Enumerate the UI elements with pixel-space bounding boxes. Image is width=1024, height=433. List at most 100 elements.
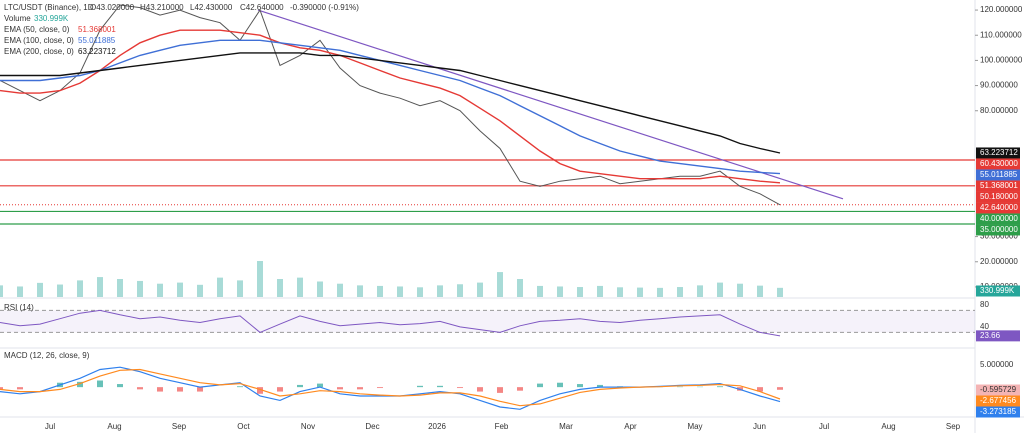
value-box bbox=[976, 406, 1020, 418]
volume-bar bbox=[717, 282, 723, 297]
histogram-bar bbox=[0, 387, 3, 390]
signal-line bbox=[0, 368, 781, 407]
y-tick-label: 120.000000 bbox=[980, 5, 1023, 14]
histogram-bar bbox=[717, 386, 723, 388]
histogram-bar bbox=[337, 387, 343, 390]
ema-line bbox=[0, 52, 781, 154]
histogram-bar bbox=[97, 380, 103, 388]
volume-bar bbox=[0, 285, 3, 297]
ohlc-value: H43.210000 bbox=[140, 3, 184, 12]
rsi-line bbox=[0, 309, 781, 337]
volume-bar bbox=[417, 287, 423, 297]
value-box-label: -3.273185 bbox=[980, 407, 1017, 416]
volume-bar bbox=[377, 285, 383, 297]
y-tick-label: 30.000000 bbox=[980, 232, 1018, 241]
legend-label: EMA (200, close, 0) bbox=[4, 47, 74, 56]
histogram-bar bbox=[757, 387, 763, 392]
volume-bar bbox=[257, 261, 263, 297]
histogram-bar bbox=[197, 387, 203, 392]
value-box-label: 23.66 bbox=[980, 331, 1001, 340]
y-tick-label: 100.000000 bbox=[980, 56, 1023, 65]
y-tick-label: 80 bbox=[980, 300, 989, 309]
value-box-label: 40.000000 bbox=[980, 214, 1018, 223]
value-box-label: 50.180000 bbox=[980, 192, 1018, 201]
x-tick-label: Oct bbox=[237, 422, 250, 431]
pane-title: MACD (12, 26, close, 9) bbox=[4, 351, 90, 360]
histogram-bar bbox=[297, 384, 303, 388]
volume-bar bbox=[217, 277, 223, 297]
ohlc-value: O43.020000 bbox=[90, 3, 135, 12]
x-tick-label: Aug bbox=[107, 422, 121, 431]
histogram-bar bbox=[517, 387, 523, 391]
histogram-bar bbox=[497, 387, 503, 393]
volume-bar bbox=[117, 279, 123, 297]
ohlc-value: -0.390000 (-0.91%) bbox=[290, 3, 359, 12]
value-box bbox=[976, 285, 1020, 297]
histogram-bar bbox=[277, 387, 283, 392]
histogram-bar bbox=[597, 384, 603, 388]
x-tick-label: Jul bbox=[45, 422, 55, 431]
volume-bar bbox=[357, 285, 363, 297]
ema-line bbox=[0, 29, 781, 184]
x-tick-label: Feb bbox=[495, 422, 509, 431]
histogram-bar bbox=[577, 384, 583, 388]
legend-value: 55.011885 bbox=[78, 36, 116, 45]
value-box bbox=[976, 202, 1020, 214]
ohlc-value: C42.640000 bbox=[240, 3, 284, 12]
ema-line bbox=[0, 39, 781, 175]
volume-bar bbox=[737, 283, 743, 297]
histogram-bar bbox=[357, 387, 363, 390]
volume-bar bbox=[637, 287, 643, 297]
histogram-bar bbox=[77, 381, 83, 388]
value-box-label: 35.000000 bbox=[980, 225, 1018, 234]
volume-bar bbox=[697, 285, 703, 297]
volume-bar bbox=[757, 285, 763, 297]
ohlc-value: L42.430000 bbox=[190, 3, 233, 12]
volume-bar bbox=[657, 287, 663, 297]
volume-title: Volume bbox=[4, 14, 31, 23]
volume-bar bbox=[577, 287, 583, 297]
histogram-bar bbox=[317, 383, 323, 388]
y-tick-label: 90.000000 bbox=[980, 81, 1018, 90]
legend-value: 51.368001 bbox=[78, 25, 116, 34]
value-box-label: 63.223712 bbox=[980, 148, 1018, 157]
pane-title: RSI (14) bbox=[4, 303, 34, 312]
y-tick-label: 110.000000 bbox=[980, 30, 1022, 39]
histogram-bar bbox=[477, 387, 483, 392]
value-box bbox=[976, 330, 1020, 342]
value-box-label: 330.999K bbox=[980, 286, 1015, 295]
histogram-bar bbox=[117, 384, 123, 388]
trend-line bbox=[257, 9, 844, 200]
x-tick-label: Nov bbox=[301, 422, 315, 431]
x-tick-label: Aug bbox=[881, 422, 895, 431]
volume-bar bbox=[337, 283, 343, 297]
histogram-bar bbox=[17, 387, 23, 390]
value-box bbox=[976, 384, 1020, 396]
volume-bar bbox=[277, 279, 283, 297]
volume-bar bbox=[617, 287, 623, 297]
chart-title: LTC/USDT (Binance), 1D bbox=[4, 3, 94, 12]
histogram-bar bbox=[537, 383, 543, 388]
legend-label: EMA (50, close, 0) bbox=[4, 25, 70, 34]
histogram-bar bbox=[137, 387, 143, 390]
price-line bbox=[0, 4, 781, 206]
value-box bbox=[976, 180, 1020, 192]
volume-bar bbox=[97, 277, 103, 297]
y-tick-label: 40 bbox=[980, 322, 989, 331]
x-tick-label: Jul bbox=[819, 422, 829, 431]
volume-value: 330.999K bbox=[34, 14, 69, 23]
volume-bar bbox=[517, 279, 523, 297]
histogram-bar bbox=[777, 387, 783, 390]
x-tick-label: May bbox=[687, 422, 702, 431]
legend-label: EMA (100, close, 0) bbox=[4, 36, 74, 45]
histogram-bar bbox=[237, 386, 243, 388]
x-tick-label: Jun bbox=[753, 422, 766, 431]
volume-bar bbox=[77, 280, 83, 297]
volume-bar bbox=[557, 286, 563, 297]
volume-bar bbox=[457, 284, 463, 297]
value-box-label: 42.640000 bbox=[980, 203, 1018, 212]
volume-bar bbox=[477, 282, 483, 297]
histogram-bar bbox=[437, 385, 443, 388]
legend-value: 63.223712 bbox=[78, 47, 116, 56]
